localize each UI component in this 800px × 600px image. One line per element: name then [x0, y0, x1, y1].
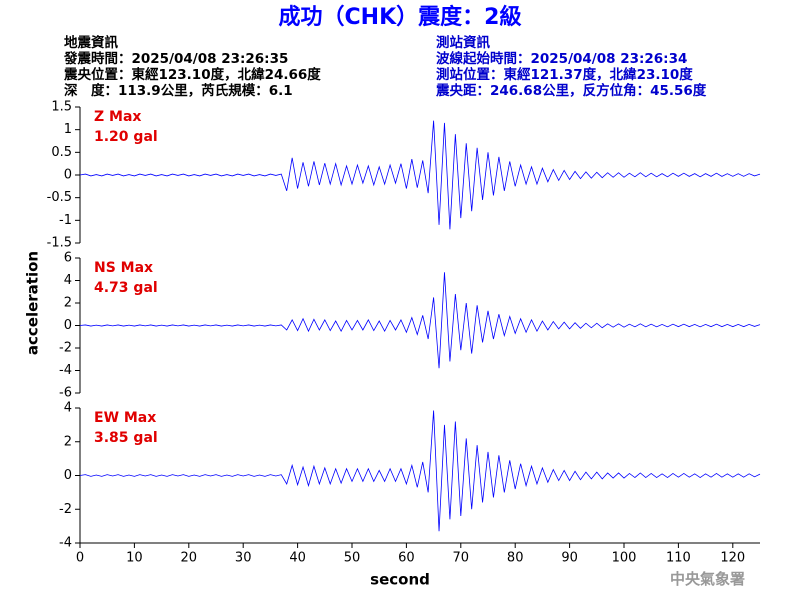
info-left: 深 度：113.9公里，芮氏規模：6.1	[64, 82, 293, 99]
info-right: 測站位置：東經121.37度，北緯23.10度	[436, 66, 693, 83]
info-left: 發震時間：2025/04/08 23:26:35	[63, 50, 288, 67]
waveform	[79, 272, 761, 369]
y-tick-label: 2	[64, 434, 72, 449]
chart-title: 成功（CHK）震度：2級	[279, 4, 522, 30]
x-tick-label: 70	[453, 551, 470, 566]
y-tick-label: -4	[59, 363, 72, 378]
x-tick-label: 50	[344, 551, 361, 566]
y-axis-label: acceleration	[24, 251, 42, 355]
waveform	[79, 120, 761, 230]
y-tick-label: 6	[64, 251, 72, 266]
max-label: Z Max	[94, 109, 141, 125]
x-tick-label: 30	[235, 551, 252, 566]
x-tick-label: 60	[398, 551, 415, 566]
y-tick-label: -2	[59, 341, 72, 356]
y-tick-label: 1.5	[51, 100, 72, 115]
x-tick-label: 40	[289, 551, 306, 566]
y-tick-label: -4	[59, 536, 72, 551]
y-tick-label: 2	[64, 296, 72, 311]
max-value: 3.85 gal	[94, 430, 158, 446]
y-tick-label: 4	[64, 273, 72, 288]
footer: 中央氣象署	[670, 570, 745, 588]
info-right: 震央距：246.68公里，反方位角：45.56度	[435, 82, 707, 99]
max-value: 1.20 gal	[94, 129, 158, 145]
info-right: 測站資訊	[436, 34, 490, 51]
info-left: 震央位置：東經123.10度，北緯24.66度	[63, 66, 321, 83]
y-tick-label: 4	[64, 401, 72, 416]
x-axis-label: second	[370, 571, 430, 589]
y-tick-label: 1	[64, 122, 72, 137]
y-tick-label: -0.5	[47, 190, 72, 205]
x-tick-label: 90	[561, 551, 578, 566]
y-tick-label: -6	[59, 386, 72, 401]
waveform	[79, 410, 761, 532]
info-right: 波線起始時間：2025/04/08 23:26:34	[436, 50, 687, 67]
max-value: 4.73 gal	[94, 280, 158, 296]
y-tick-label: -1.5	[47, 236, 72, 251]
x-tick-label: 10	[126, 551, 143, 566]
x-tick-label: 120	[720, 551, 745, 566]
info-left: 地震資訊	[64, 34, 118, 51]
y-tick-label: 0	[64, 318, 72, 333]
x-tick-label: 100	[612, 551, 637, 566]
max-label: NS Max	[94, 260, 153, 276]
y-tick-label: 0.5	[51, 145, 72, 160]
x-tick-label: 80	[507, 551, 524, 566]
y-tick-label: -1	[59, 213, 72, 228]
y-tick-label: 0	[64, 468, 72, 483]
x-tick-label: 110	[666, 551, 691, 566]
x-tick-label: 20	[181, 551, 198, 566]
y-tick-label: 0	[64, 168, 72, 183]
y-tick-label: -2	[59, 502, 72, 517]
x-tick-label: 0	[76, 551, 84, 566]
max-label: EW Max	[94, 410, 156, 426]
